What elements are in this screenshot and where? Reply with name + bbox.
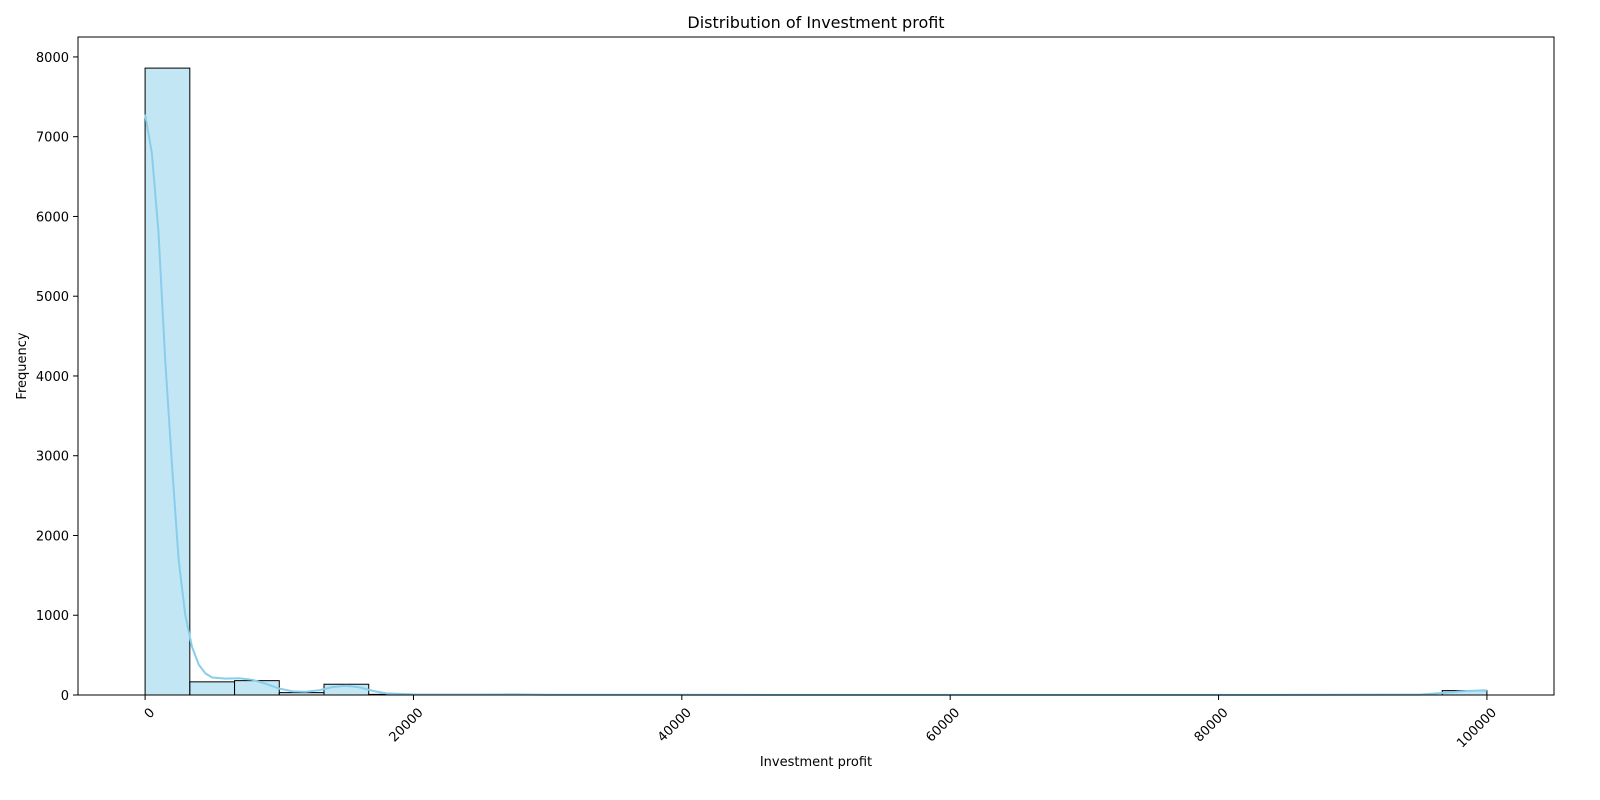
y-tick-label: 4000 (36, 370, 69, 385)
y-tick-label: 5000 (36, 290, 69, 305)
y-tick-label: 8000 (36, 51, 69, 66)
y-tick-label: 1000 (36, 609, 69, 624)
y-tick-label: 7000 (36, 131, 69, 146)
y-tick-label: 2000 (36, 529, 69, 544)
y-tick-label: 3000 (36, 450, 69, 465)
histogram-bar-1 (189, 681, 236, 696)
x-axis-label: Investment profit (760, 755, 872, 770)
y-tick-label: 6000 (36, 210, 69, 225)
plot-area-frame (77, 36, 1555, 696)
y-axis-label: Frequency (15, 332, 30, 399)
histogram-bar-2 (234, 680, 280, 696)
y-axis-ticks: 0 1000 2000 3000 4000 5000 6000 7000 8000 (36, 51, 78, 704)
y-tick-label: 0 (61, 689, 69, 704)
chart-title: Distribution of Investment profit (687, 13, 944, 32)
